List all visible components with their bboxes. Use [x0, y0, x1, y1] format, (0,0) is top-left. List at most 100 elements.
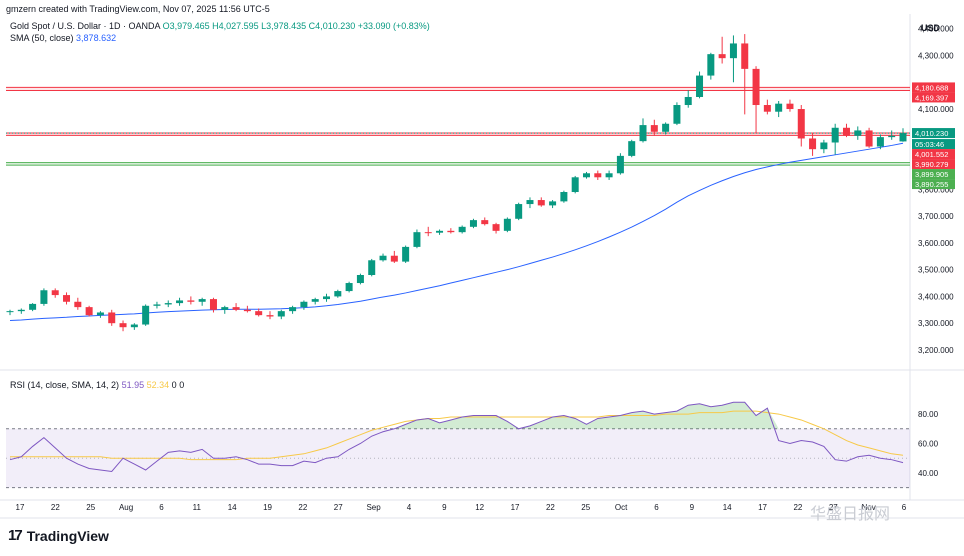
- candle-body: [876, 137, 884, 147]
- rsi-value: 51.95: [121, 380, 145, 390]
- time-tick-label: Oct: [615, 503, 628, 512]
- candle-body: [368, 260, 376, 275]
- candle-body: [458, 226, 466, 233]
- sma-value: 3,878.632: [76, 33, 117, 43]
- candle-body: [289, 307, 297, 312]
- candle-body: [786, 103, 794, 110]
- rsi-sma-line: [10, 410, 904, 461]
- time-tick-label: 22: [793, 503, 802, 512]
- tradingview-brand[interactable]: 17 TradingView: [8, 527, 109, 544]
- candle-body: [74, 301, 82, 308]
- price-tick-label: 3,700.000: [918, 212, 954, 221]
- time-tick-label: 6: [654, 503, 659, 512]
- sma-label: SMA (50, close): [10, 33, 74, 43]
- candle-body: [119, 323, 127, 328]
- chart-credit: gmzern created with TradingView.com, Nov…: [6, 4, 270, 14]
- candle-body: [571, 177, 579, 193]
- candle-body: [436, 230, 444, 233]
- price-label-box: [912, 179, 955, 190]
- candle-body: [6, 311, 14, 313]
- candle-body: [842, 127, 850, 136]
- candle-body: [526, 200, 534, 205]
- candle-body: [899, 133, 907, 142]
- price-tick-label: 4,100.000: [918, 105, 954, 114]
- candle-body: [639, 125, 647, 142]
- candle-body: [707, 54, 715, 76]
- time-tick-label: 11: [193, 503, 202, 512]
- price-label-text: 3,990.279: [915, 160, 948, 169]
- candle-body: [130, 324, 138, 328]
- time-tick-label: 17: [511, 503, 520, 512]
- candle-body: [108, 312, 116, 324]
- price-tick-label: 3,200.000: [918, 346, 954, 355]
- candle-body: [537, 200, 545, 206]
- candle-body: [209, 299, 217, 310]
- candle-body: [865, 130, 873, 147]
- time-tick-label: 22: [51, 503, 60, 512]
- time-tick-label: Sep: [366, 503, 381, 512]
- sma-legend[interactable]: SMA (50, close) 3,878.632: [10, 33, 116, 43]
- candle-body: [51, 290, 59, 296]
- candle-body: [492, 224, 500, 231]
- time-tick-label: 27: [334, 503, 343, 512]
- candle-body: [232, 307, 240, 310]
- price-label-text: 4,169.397: [915, 93, 948, 102]
- resistance-zone: [6, 87, 910, 91]
- currency-label[interactable]: USD: [921, 23, 941, 33]
- candle-body: [628, 141, 636, 156]
- candle-body: [379, 255, 387, 261]
- candle-body: [153, 304, 161, 306]
- candle-body: [255, 311, 263, 316]
- candle-body: [888, 135, 896, 138]
- candle-body: [549, 201, 557, 206]
- candle-body: [356, 275, 364, 284]
- time-tick-label: 14: [228, 503, 237, 512]
- price-tick-label: 3,600.000: [918, 239, 954, 248]
- price-label-box: [912, 159, 955, 170]
- rsi-sma-value: 52.34: [146, 380, 170, 390]
- price-label-text: 4,010.230: [915, 129, 948, 138]
- candle-body: [85, 307, 93, 316]
- candle-body: [605, 173, 613, 178]
- time-tick-label: 17: [758, 503, 767, 512]
- candle-body: [334, 291, 342, 297]
- price-tick-label: 3,300.000: [918, 319, 954, 328]
- price-tick-label: 4,300.000: [918, 51, 954, 60]
- candle-body: [481, 220, 489, 225]
- watermark: 华盛日报网: [810, 504, 891, 523]
- candle-body: [729, 43, 737, 59]
- time-tick-label: 25: [581, 503, 590, 512]
- candle-body: [164, 303, 172, 305]
- price-label-box: [912, 82, 955, 93]
- candle-body: [820, 142, 828, 150]
- rsi-extra-1: 0: [171, 380, 177, 390]
- time-tick-label: 9: [442, 503, 447, 512]
- time-tick-label: 4: [407, 503, 412, 512]
- candle-body: [515, 204, 523, 219]
- candle-body: [696, 75, 704, 97]
- candle-body: [413, 232, 421, 247]
- price-tick-label: 4,400.000: [918, 25, 954, 34]
- candle-body: [469, 220, 477, 227]
- candle-body: [63, 295, 71, 302]
- sma-line: [9, 142, 904, 322]
- candle-body: [323, 296, 331, 300]
- rsi-tick-label: 40.00: [918, 469, 939, 478]
- candle-body: [402, 246, 410, 262]
- candle-body: [300, 301, 308, 308]
- rsi-label: RSI (14, close, SMA, 14, 2): [10, 380, 120, 390]
- candle-body: [741, 43, 749, 69]
- candle-body: [616, 155, 624, 174]
- price-label-text: 05:03:46: [915, 140, 944, 149]
- symbol-name: Gold Spot / U.S. Dollar · 1D · OANDA: [10, 21, 161, 31]
- mid-zone: [6, 133, 910, 136]
- symbol-legend[interactable]: Gold Spot / U.S. Dollar · 1D · OANDA O3,…: [10, 21, 430, 31]
- candle-body: [503, 218, 511, 231]
- rsi-legend[interactable]: RSI (14, close, SMA, 14, 2) 51.95 52.34 …: [10, 380, 184, 390]
- rsi-overbought-fill: [10, 402, 903, 429]
- time-tick-label: Aug: [119, 503, 133, 512]
- candle-body: [142, 305, 150, 325]
- candle-body: [311, 299, 319, 302]
- price-tick-label: 3,800.000: [918, 185, 954, 194]
